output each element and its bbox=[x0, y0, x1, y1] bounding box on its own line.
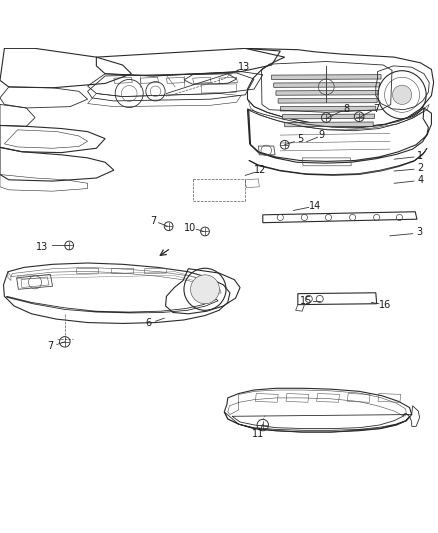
Polygon shape bbox=[285, 122, 373, 127]
Polygon shape bbox=[280, 106, 376, 111]
Text: 6: 6 bbox=[146, 318, 152, 328]
Text: 5: 5 bbox=[297, 134, 303, 144]
Text: 9: 9 bbox=[319, 130, 325, 140]
Text: 4: 4 bbox=[417, 175, 424, 185]
Text: 7: 7 bbox=[47, 341, 53, 351]
Text: 8: 8 bbox=[343, 104, 349, 114]
Text: 13: 13 bbox=[238, 62, 251, 72]
Text: 10: 10 bbox=[184, 223, 197, 233]
Polygon shape bbox=[283, 114, 374, 119]
Text: 15: 15 bbox=[300, 296, 313, 305]
Text: 7: 7 bbox=[374, 104, 380, 114]
Circle shape bbox=[392, 85, 412, 104]
Text: 3: 3 bbox=[417, 228, 423, 237]
Text: 2: 2 bbox=[417, 163, 424, 173]
Polygon shape bbox=[272, 75, 381, 79]
Text: 7: 7 bbox=[150, 215, 156, 225]
Polygon shape bbox=[276, 91, 378, 95]
Text: 16: 16 bbox=[379, 300, 392, 310]
Polygon shape bbox=[274, 83, 380, 87]
Text: 1: 1 bbox=[417, 151, 424, 161]
Text: 11: 11 bbox=[252, 429, 265, 439]
Polygon shape bbox=[278, 98, 377, 103]
Text: 14: 14 bbox=[309, 201, 321, 211]
Text: 12: 12 bbox=[254, 165, 267, 175]
Text: 13: 13 bbox=[35, 242, 48, 252]
Circle shape bbox=[191, 275, 219, 304]
